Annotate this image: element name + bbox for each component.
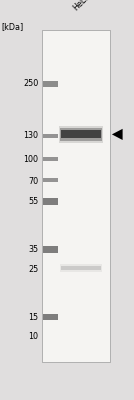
Bar [43,246,58,253]
Bar [59,126,103,143]
Text: 130: 130 [23,132,38,140]
Bar [43,81,58,86]
Polygon shape [112,129,123,140]
Text: 55: 55 [28,198,38,206]
Bar [61,266,101,270]
Text: 70: 70 [28,178,38,186]
Bar [43,134,58,138]
Bar [43,198,58,205]
Bar [60,128,102,141]
Text: [kDa]: [kDa] [1,22,24,31]
Text: 15: 15 [28,314,38,322]
Text: HeLa: HeLa [71,0,92,12]
Bar [61,130,101,138]
Bar [60,264,102,272]
Text: 35: 35 [28,246,38,254]
Bar [42,30,110,362]
Bar [43,157,58,161]
Text: 25: 25 [28,266,38,274]
Text: 100: 100 [23,156,38,164]
Bar [43,314,58,320]
Text: 250: 250 [23,80,38,88]
Text: 10: 10 [28,332,38,341]
Bar [43,178,58,182]
